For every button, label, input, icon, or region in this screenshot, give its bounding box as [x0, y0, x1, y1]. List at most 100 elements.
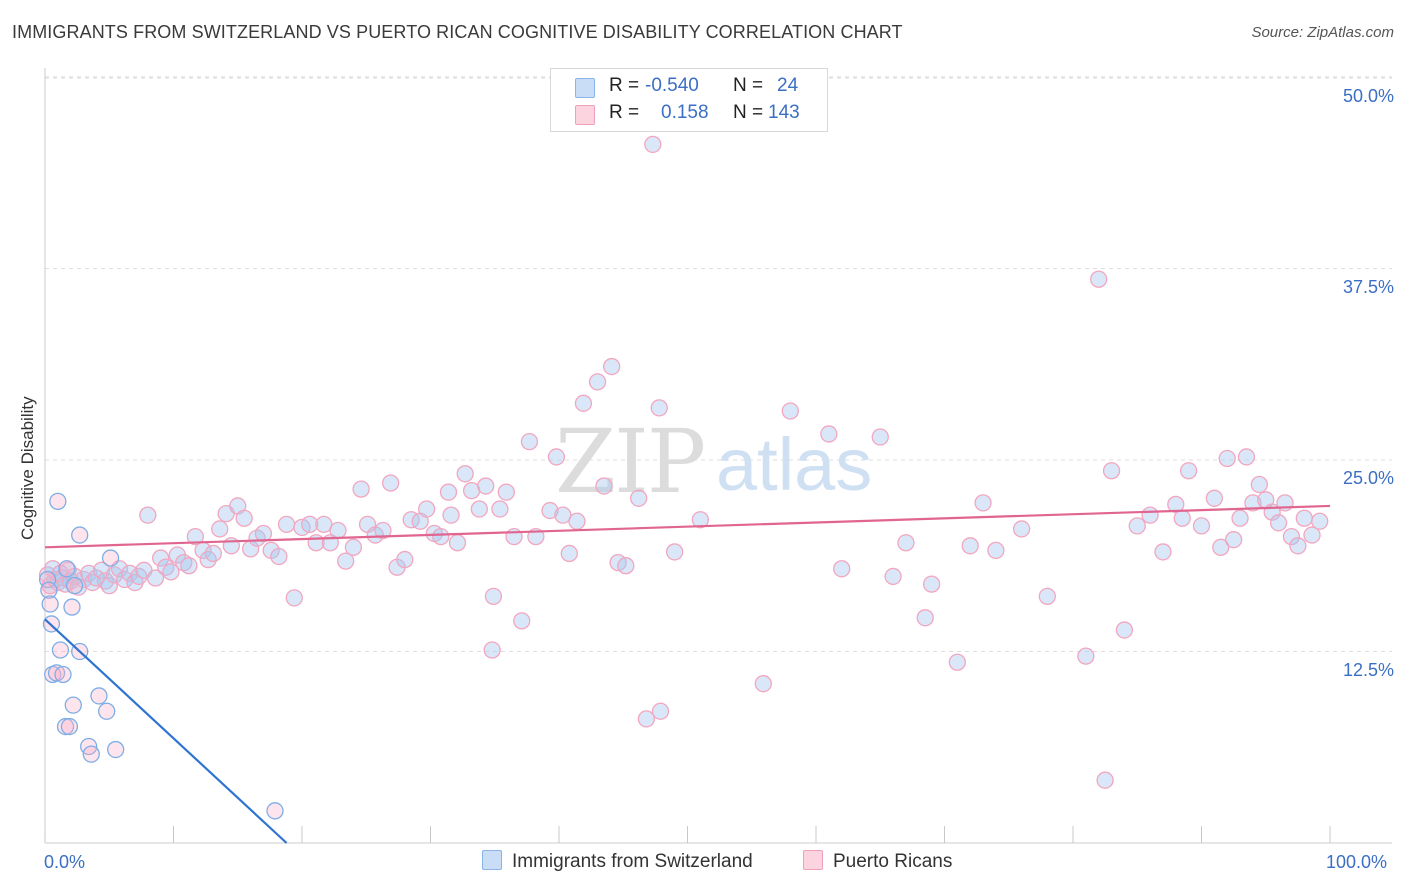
puerto-rican-point — [204, 544, 222, 563]
y-tick-label-12-5: 12.5% — [1342, 660, 1394, 680]
legend-swatch-puerto-rican — [575, 105, 595, 125]
legend-r-label: R = — [609, 75, 640, 96]
puerto-rican-point — [270, 547, 288, 566]
legend-swatch-switzerland — [575, 78, 595, 98]
puerto-rican-point — [637, 710, 656, 728]
puerto-rican-point — [560, 544, 578, 563]
puerto-rican-point — [100, 576, 118, 595]
bottom-legend-label: Puerto Ricans — [833, 851, 953, 872]
puerto-rican-point — [884, 567, 902, 586]
puerto-rican-point — [1295, 509, 1313, 527]
puerto-rican-point — [1090, 270, 1108, 288]
puerto-rican-point — [448, 534, 467, 552]
puerto-rican-point — [432, 527, 450, 546]
switzerland-point — [63, 598, 81, 616]
puerto-rican-point — [651, 702, 670, 720]
x-tick-label-max: 100.0% — [1326, 852, 1388, 872]
puerto-rican-point — [491, 500, 509, 518]
puerto-rican-point — [1269, 514, 1288, 532]
switzerland-point — [64, 696, 82, 714]
puerto-rican-point — [337, 552, 355, 570]
watermark: ZIP — [555, 410, 704, 513]
bottom-legend-switzerland: Immigrants from Switzerland — [482, 850, 753, 873]
puerto-rican-point — [1303, 526, 1321, 544]
puerto-rican-point — [497, 483, 515, 501]
puerto-rican-point — [352, 480, 370, 498]
puerto-rican-point — [121, 564, 139, 583]
puerto-rican-point — [547, 448, 566, 466]
puerto-rican-point — [374, 521, 392, 540]
puerto-rican-point — [1180, 462, 1198, 480]
legend-n-value: 24 — [777, 75, 799, 96]
switzerland-point — [40, 581, 58, 599]
puerto-rican-point — [483, 641, 501, 659]
switzerland-point — [98, 702, 116, 720]
puerto-rican-point — [961, 537, 979, 555]
puerto-rican-point — [417, 500, 436, 518]
puerto-rican-point — [157, 558, 175, 576]
puerto-rican-point — [691, 511, 709, 529]
puerto-rican-point — [329, 521, 347, 540]
y-tick-label-25: 25.0% — [1342, 468, 1394, 488]
puerto-rican-point — [588, 373, 607, 391]
puerto-rican-point — [595, 477, 613, 495]
puerto-rican-point — [1212, 538, 1230, 556]
puerto-rican-point — [603, 357, 621, 376]
puerto-rican-point — [277, 515, 296, 533]
puerto-rican-point — [456, 465, 474, 483]
switzerland-trend-line — [44, 618, 288, 844]
switzerland-point — [49, 492, 67, 511]
puerto-rican-point — [439, 483, 458, 501]
gridlines — [45, 76, 1392, 652]
legend-n-label: N = — [733, 102, 764, 123]
puerto-rican-point — [1115, 621, 1134, 639]
puerto-rican-point — [211, 520, 229, 538]
puerto-rican-point — [871, 428, 889, 446]
axes — [44, 68, 1392, 844]
bottom-legend-label: Immigrants from Switzerland — [512, 851, 753, 872]
switzerland-point — [58, 560, 76, 578]
puerto-rican-point — [1218, 449, 1236, 468]
puerto-rican-point — [162, 563, 180, 581]
puerto-rican-point — [1289, 537, 1307, 555]
puerto-rican-point — [644, 135, 662, 154]
puerto-rican-point — [1192, 517, 1211, 535]
puerto-rican-point — [1250, 475, 1268, 494]
puerto-rican-point — [285, 589, 303, 607]
puerto-rican-point — [897, 534, 915, 552]
puerto-rican-point — [650, 399, 668, 417]
puerto-rican-point — [1237, 448, 1256, 466]
watermark-atlas: atlas — [716, 423, 872, 506]
legend-n-label: N = — [733, 75, 764, 96]
puerto-rican-point — [139, 506, 157, 524]
puerto-rican-point — [396, 550, 414, 569]
puerto-rican-point — [484, 587, 503, 605]
puerto-rican-point — [382, 474, 400, 492]
puerto-rican-point — [301, 515, 319, 533]
puerto-rican-point — [574, 394, 593, 412]
puerto-rican-point — [344, 538, 363, 556]
switzerland-point — [266, 802, 284, 820]
switzerland-point — [101, 549, 120, 567]
y-tick-label-50: 50.0% — [1342, 86, 1394, 106]
puerto-rican-point — [833, 560, 851, 578]
x-tick-label-min: 0.0% — [44, 852, 86, 872]
puerto-rican-point — [180, 557, 198, 575]
puerto-rican-point — [235, 509, 253, 527]
puerto-rican-point — [1096, 771, 1114, 789]
puerto-rican-point — [254, 524, 273, 543]
puerto-rican-point — [175, 553, 193, 572]
chart-title: IMMIGRANTS FROM SWITZERLAND VS PUERTO RI… — [12, 22, 903, 42]
puerto-rican-point — [146, 569, 165, 587]
source-note: Source: ZipAtlas.com — [1251, 24, 1394, 41]
legend-r-value: 0.158 — [661, 102, 709, 123]
puerto-rican-point — [820, 425, 838, 443]
switzerland-point — [51, 641, 70, 659]
puerto-rican-point — [470, 500, 488, 518]
puerto-rican-point — [1311, 512, 1329, 530]
switzerland-point — [107, 740, 125, 759]
puerto-rican-point — [630, 489, 648, 507]
puerto-rican-point — [1102, 462, 1121, 480]
puerto-rican-point — [1244, 494, 1262, 512]
